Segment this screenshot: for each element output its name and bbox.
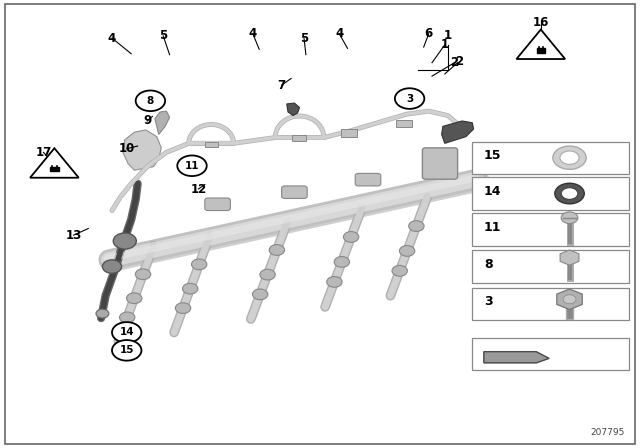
Circle shape bbox=[113, 233, 136, 249]
Polygon shape bbox=[484, 352, 549, 363]
Circle shape bbox=[392, 265, 408, 276]
Text: 4: 4 bbox=[249, 27, 257, 40]
Text: 13: 13 bbox=[65, 228, 82, 242]
Circle shape bbox=[120, 312, 135, 323]
Circle shape bbox=[177, 155, 207, 176]
Text: 1: 1 bbox=[444, 29, 452, 42]
Text: 17: 17 bbox=[35, 146, 52, 159]
Bar bbox=[472, 142, 629, 174]
Circle shape bbox=[563, 295, 576, 304]
Circle shape bbox=[326, 276, 342, 287]
Circle shape bbox=[561, 188, 578, 199]
Bar bbox=[472, 177, 629, 210]
Bar bbox=[472, 288, 629, 320]
Circle shape bbox=[112, 340, 141, 361]
Text: 5: 5 bbox=[300, 31, 308, 45]
Circle shape bbox=[334, 257, 349, 267]
Polygon shape bbox=[557, 289, 582, 310]
Circle shape bbox=[260, 269, 275, 280]
Circle shape bbox=[102, 260, 122, 273]
Text: 5: 5 bbox=[159, 29, 167, 43]
Text: 7: 7 bbox=[278, 78, 285, 92]
Text: 2: 2 bbox=[451, 56, 458, 69]
FancyBboxPatch shape bbox=[422, 148, 458, 179]
Text: 2: 2 bbox=[456, 55, 463, 68]
Polygon shape bbox=[442, 121, 474, 143]
Text: 4: 4 bbox=[335, 27, 343, 40]
Text: 3: 3 bbox=[406, 94, 413, 103]
Polygon shape bbox=[30, 148, 79, 178]
Circle shape bbox=[136, 90, 165, 111]
Circle shape bbox=[395, 88, 424, 109]
Circle shape bbox=[553, 146, 586, 169]
Bar bbox=[396, 120, 412, 127]
FancyBboxPatch shape bbox=[205, 198, 230, 211]
Text: 11: 11 bbox=[484, 220, 501, 234]
Text: 11: 11 bbox=[185, 161, 199, 171]
FancyBboxPatch shape bbox=[355, 173, 381, 186]
Bar bbox=[341, 129, 357, 137]
Circle shape bbox=[191, 259, 207, 270]
Bar bbox=[50, 167, 59, 172]
Circle shape bbox=[127, 293, 142, 304]
Text: 4: 4 bbox=[108, 31, 116, 45]
Circle shape bbox=[112, 322, 141, 343]
Text: 10: 10 bbox=[118, 142, 135, 155]
Circle shape bbox=[96, 309, 109, 318]
Text: 15: 15 bbox=[120, 345, 134, 355]
Text: 12: 12 bbox=[190, 182, 207, 196]
Polygon shape bbox=[287, 103, 300, 116]
Polygon shape bbox=[123, 130, 161, 170]
Text: 3: 3 bbox=[484, 295, 492, 308]
Circle shape bbox=[555, 183, 584, 204]
Text: 207795: 207795 bbox=[591, 428, 625, 437]
Polygon shape bbox=[155, 111, 170, 134]
Text: 6: 6 bbox=[425, 27, 433, 40]
Bar bbox=[292, 135, 306, 141]
Circle shape bbox=[136, 269, 151, 280]
Bar bbox=[472, 338, 629, 370]
Polygon shape bbox=[560, 250, 579, 265]
Circle shape bbox=[182, 283, 198, 294]
FancyBboxPatch shape bbox=[282, 186, 307, 198]
Text: 14: 14 bbox=[484, 185, 501, 198]
Circle shape bbox=[560, 151, 579, 164]
Circle shape bbox=[409, 221, 424, 232]
Bar bbox=[472, 250, 629, 283]
Circle shape bbox=[253, 289, 268, 300]
Text: 16: 16 bbox=[532, 16, 549, 29]
Bar bbox=[472, 213, 629, 246]
Circle shape bbox=[399, 246, 415, 256]
Text: 14: 14 bbox=[120, 327, 134, 337]
Text: 15: 15 bbox=[484, 149, 501, 162]
Circle shape bbox=[344, 232, 359, 242]
Polygon shape bbox=[516, 30, 565, 59]
Circle shape bbox=[269, 245, 285, 255]
Circle shape bbox=[175, 303, 191, 314]
Circle shape bbox=[561, 212, 578, 224]
Text: 9: 9 bbox=[143, 114, 151, 128]
Text: 8: 8 bbox=[147, 96, 154, 106]
Text: 8: 8 bbox=[484, 258, 492, 271]
Text: 1: 1 bbox=[441, 38, 449, 52]
Bar bbox=[205, 142, 218, 147]
Bar bbox=[536, 48, 545, 53]
